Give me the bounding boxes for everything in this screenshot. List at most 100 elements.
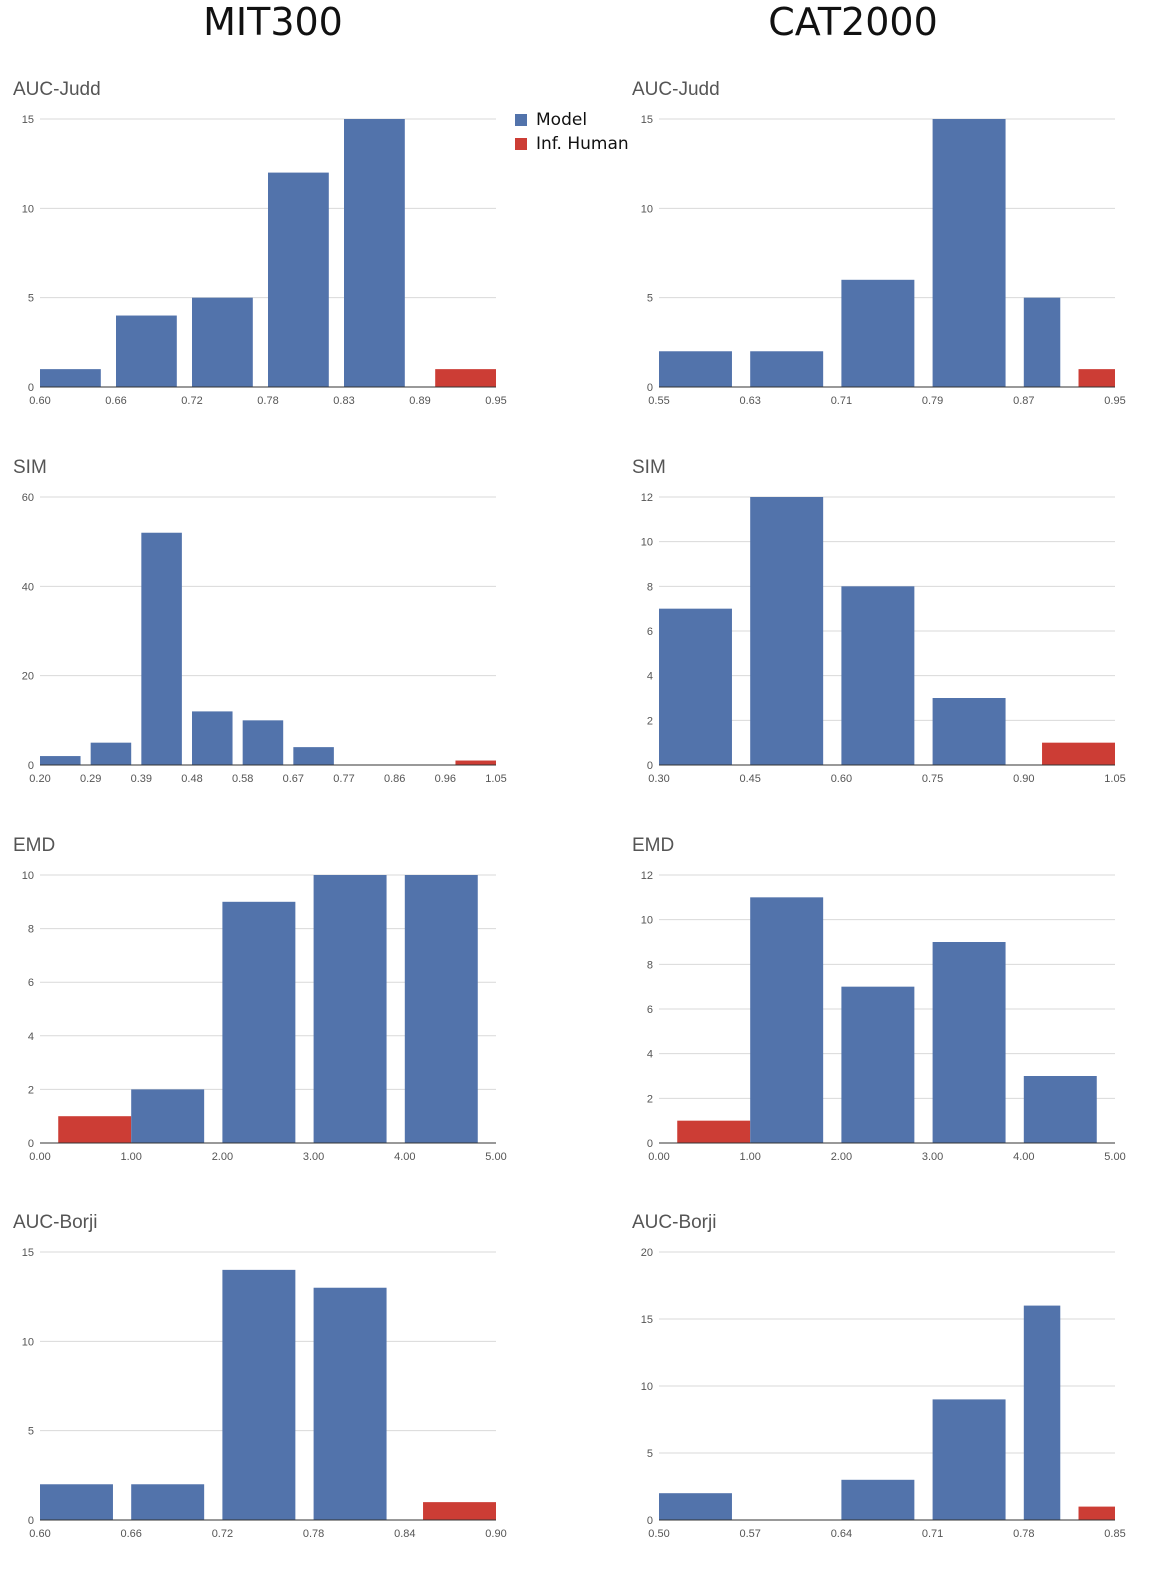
chart-title: SIM	[13, 457, 47, 478]
chart-svg: AUC-Judd 0 5 10 15 0.60 0.66 0.72 0.78 0.83 0.89 0.…	[13, 79, 507, 407]
bar-model	[659, 608, 732, 765]
bar-model	[40, 756, 81, 765]
x-tick-label: 0.39	[131, 773, 152, 785]
x-tick-label: 4.00	[394, 1151, 415, 1163]
y-tick-label: 10	[22, 203, 34, 215]
x-tick-label: 0.60	[29, 1528, 50, 1540]
y-tick-label: 15	[22, 114, 34, 126]
legend-label-human: Inf. Human	[536, 134, 629, 154]
x-tick-label: 4.00	[1013, 1151, 1034, 1163]
x-tick-label: 0.58	[232, 773, 253, 785]
bar-model	[222, 901, 296, 1143]
y-tick-label: 4	[28, 1031, 34, 1043]
y-tick-label: 10	[641, 915, 653, 927]
x-tick-label: 0.66	[120, 1528, 141, 1540]
x-tick-label: 0.29	[80, 773, 101, 785]
bar-model	[932, 942, 1006, 1143]
x-tick-label: 0.60	[29, 395, 50, 407]
column-title-cat2000: CAT2000	[768, 0, 938, 44]
y-tick-label: 5	[647, 293, 653, 305]
bar-model	[293, 747, 334, 765]
y-tick-label: 10	[22, 1336, 34, 1348]
x-tick-label: 1.00	[739, 1151, 760, 1163]
bar-model	[242, 720, 284, 765]
chart-panel: AUC-Judd 0 5 10 15 0.55 0.63 0.71 0.79 0.87 0.95	[619, 69, 1155, 427]
chart-title: EMD	[632, 835, 674, 856]
x-tick-label: 0.72	[212, 1528, 233, 1540]
bar-model	[192, 297, 253, 387]
x-tick-label: 0.85	[1104, 1528, 1125, 1540]
legend-swatch-model	[515, 114, 527, 126]
y-tick-label: 2	[647, 715, 653, 727]
chart-title: AUC-Judd	[13, 79, 101, 100]
bar-model	[841, 1479, 915, 1520]
y-tick-label: 6	[28, 977, 34, 989]
x-tick-label: 0.78	[303, 1528, 324, 1540]
bar-model	[750, 351, 824, 387]
y-tick-label: 4	[647, 671, 653, 683]
bar-model	[932, 1399, 1006, 1520]
bar-human	[1078, 1506, 1115, 1520]
y-tick-label: 0	[28, 1138, 34, 1150]
y-tick-label: 2	[647, 1093, 653, 1105]
x-tick-label: 0.67	[283, 773, 304, 785]
y-tick-label: 8	[647, 959, 653, 971]
bar-model	[192, 711, 233, 765]
legend-label-model: Model	[536, 110, 588, 130]
x-tick-label: 1.00	[120, 1151, 141, 1163]
bar-human	[677, 1120, 751, 1143]
bar-model	[932, 119, 1006, 387]
x-tick-label: 0.95	[1104, 395, 1125, 407]
bar-human	[1078, 369, 1115, 387]
chart-panel: SIM 0 20 40 60 0.20 0.29 0.39 0.48 0.58 0.67 0.77 0.…	[0, 447, 536, 805]
column-title-mit300: MIT300	[203, 0, 343, 44]
x-tick-label: 0.71	[831, 395, 852, 407]
chart-panel: SIM 0 2 4 6 8 10 12 0.30 0.45 0.60 0.75 0.90 1.05	[619, 447, 1155, 805]
legend: Model Inf. Human	[515, 108, 629, 156]
x-tick-label: 0.57	[739, 1528, 760, 1540]
x-tick-label: 0.71	[922, 1528, 943, 1540]
legend-swatch-human	[515, 138, 527, 150]
y-tick-label: 10	[641, 203, 653, 215]
bar-model	[344, 119, 405, 387]
y-tick-label: 6	[647, 1004, 653, 1016]
bar-model	[659, 351, 732, 387]
legend-item-human: Inf. Human	[515, 132, 629, 156]
chart-svg: SIM 0 20 40 60 0.20 0.29 0.39 0.48 0.58 0.67 0.77 0.…	[13, 457, 507, 785]
y-tick-label: 15	[641, 1314, 653, 1326]
bar-model	[841, 586, 915, 765]
x-tick-label: 2.00	[212, 1151, 233, 1163]
y-tick-label: 40	[22, 581, 34, 593]
y-tick-label: 0	[28, 760, 34, 772]
chart-panel: EMD 0 2 4 6 8 10 12 0.00 1.00 2.00 3.00 4.00 5.00	[619, 825, 1155, 1183]
y-tick-label: 0	[28, 382, 34, 394]
bar-model	[932, 698, 1006, 765]
x-tick-label: 0.55	[648, 395, 669, 407]
x-tick-label: 0.75	[922, 773, 943, 785]
chart-panel: AUC-Judd 0 5 10 15 0.60 0.66 0.72 0.78 0.83 0.89 0.…	[0, 69, 536, 427]
y-tick-label: 60	[22, 492, 34, 504]
y-tick-label: 10	[641, 1381, 653, 1393]
x-tick-label: 3.00	[922, 1151, 943, 1163]
y-tick-label: 0	[28, 1515, 34, 1527]
bar-human	[455, 760, 496, 765]
x-tick-label: 0.78	[1013, 1528, 1034, 1540]
x-tick-label: 0.95	[485, 395, 506, 407]
chart-svg: AUC-Judd 0 5 10 15 0.55 0.63 0.71 0.79 0.87 0.95	[632, 79, 1126, 407]
x-tick-label: 0.84	[394, 1528, 415, 1540]
chart-svg: EMD 0 2 4 6 8 10 12 0.00 1.00 2.00 3.00 4.00 5.00	[632, 835, 1126, 1163]
x-tick-label: 0.48	[181, 773, 202, 785]
x-tick-label: 0.72	[181, 395, 202, 407]
bar-model	[313, 1287, 387, 1520]
x-tick-label: 0.64	[831, 1528, 852, 1540]
y-tick-label: 20	[22, 671, 34, 683]
x-tick-label: 0.87	[1013, 395, 1034, 407]
x-tick-label: 0.96	[435, 773, 456, 785]
bar-model	[90, 742, 132, 765]
bar-model	[40, 1484, 113, 1520]
x-tick-label: 0.79	[922, 395, 943, 407]
y-tick-label: 15	[22, 1247, 34, 1259]
bar-human	[435, 369, 496, 387]
y-tick-label: 0	[647, 760, 653, 772]
chart-title: AUC-Borji	[13, 1212, 97, 1233]
